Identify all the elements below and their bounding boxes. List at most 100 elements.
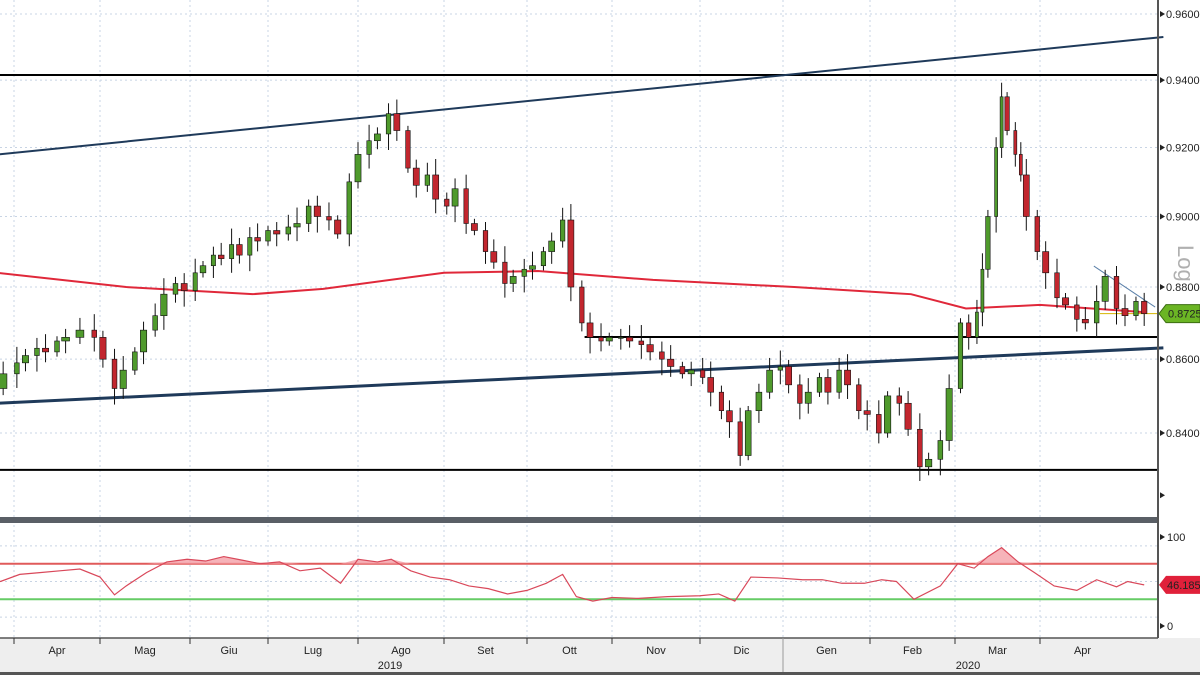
year-label: 2020 — [956, 660, 980, 672]
candle — [957, 322, 964, 389]
candle — [265, 230, 271, 242]
candle — [560, 219, 566, 242]
candle — [99, 337, 107, 360]
candle — [412, 167, 420, 186]
candle — [374, 133, 381, 142]
candle — [229, 244, 235, 259]
candle — [236, 244, 243, 256]
candle — [980, 268, 985, 313]
candle — [904, 402, 912, 430]
candle — [999, 96, 1004, 148]
candle — [313, 205, 321, 217]
candle — [346, 181, 352, 235]
candle — [785, 366, 793, 386]
candle — [471, 223, 478, 231]
tick-marker — [1160, 534, 1165, 540]
candle — [540, 251, 547, 267]
candle — [744, 410, 752, 456]
candle — [14, 362, 20, 375]
candle — [667, 358, 675, 367]
month-label: Gen — [816, 645, 837, 657]
candle — [424, 174, 430, 186]
month-label: Mag — [134, 645, 155, 657]
candle — [836, 369, 842, 393]
candle — [1133, 301, 1139, 316]
candle — [91, 329, 97, 338]
candle — [876, 414, 882, 434]
candle — [1121, 308, 1129, 316]
candle — [985, 216, 991, 270]
log-scale-label: Log — [1173, 245, 1198, 282]
trend-line — [1093, 265, 1156, 308]
candle — [326, 216, 332, 221]
candle — [598, 337, 604, 342]
candle — [884, 395, 892, 434]
candle — [192, 272, 198, 291]
month-label: Nov — [646, 645, 666, 657]
candle — [482, 230, 489, 252]
candle — [451, 188, 459, 207]
moving-average-line — [0, 270, 1145, 314]
candle — [1081, 319, 1089, 324]
candle — [824, 377, 832, 393]
candle — [172, 283, 179, 295]
candle — [586, 322, 594, 338]
candle — [863, 410, 871, 415]
last-value-tags: 0.87256 46.1857 — [1158, 304, 1200, 594]
x-axis: Apr Mag Giu Lug Ago Set Ott Nov Dic Gen Feb Mar Apr 2… — [13, 638, 1091, 672]
tick-marker — [1160, 11, 1165, 17]
month-label: Ott — [562, 645, 577, 657]
candle — [22, 355, 29, 364]
last-price-tag — [1158, 304, 1200, 324]
candle — [737, 421, 743, 456]
candle — [432, 174, 440, 200]
candle — [444, 198, 450, 207]
candle — [366, 140, 372, 155]
month-label: Feb — [903, 645, 922, 657]
candle — [896, 395, 903, 404]
candle — [509, 276, 517, 284]
month-label: Mar — [988, 645, 1007, 657]
candle — [119, 369, 127, 389]
candle — [1054, 272, 1060, 299]
candle — [994, 147, 998, 217]
candle — [354, 154, 362, 183]
candle — [254, 237, 261, 242]
candle — [1042, 251, 1050, 274]
candle — [1034, 216, 1040, 252]
candle — [726, 410, 733, 423]
candle — [844, 369, 851, 386]
x-axis-strip — [0, 638, 1200, 675]
candle — [646, 344, 654, 353]
candle — [917, 428, 923, 468]
candle — [132, 351, 138, 371]
candle — [111, 358, 118, 389]
rsi-panel — [0, 546, 1157, 602]
candle — [937, 440, 944, 460]
panel-separator[interactable] — [0, 517, 1158, 523]
rsi-last-tag — [1159, 575, 1200, 594]
candle — [247, 237, 253, 256]
candle — [218, 254, 225, 259]
candle — [687, 369, 695, 375]
month-label: Apr — [1074, 645, 1091, 657]
candle — [61, 337, 70, 342]
candle — [816, 377, 823, 393]
candle — [75, 329, 85, 338]
candle — [463, 188, 469, 224]
candle — [797, 384, 803, 404]
tick-marker — [1160, 623, 1165, 629]
candle — [700, 369, 706, 378]
trend-line — [0, 346, 1164, 405]
candle — [1004, 96, 1010, 131]
candle — [707, 377, 714, 393]
candle — [385, 113, 392, 135]
tick-marker — [1160, 144, 1165, 151]
tick-marker — [1160, 213, 1165, 220]
candle — [755, 391, 763, 411]
candle — [405, 130, 411, 169]
